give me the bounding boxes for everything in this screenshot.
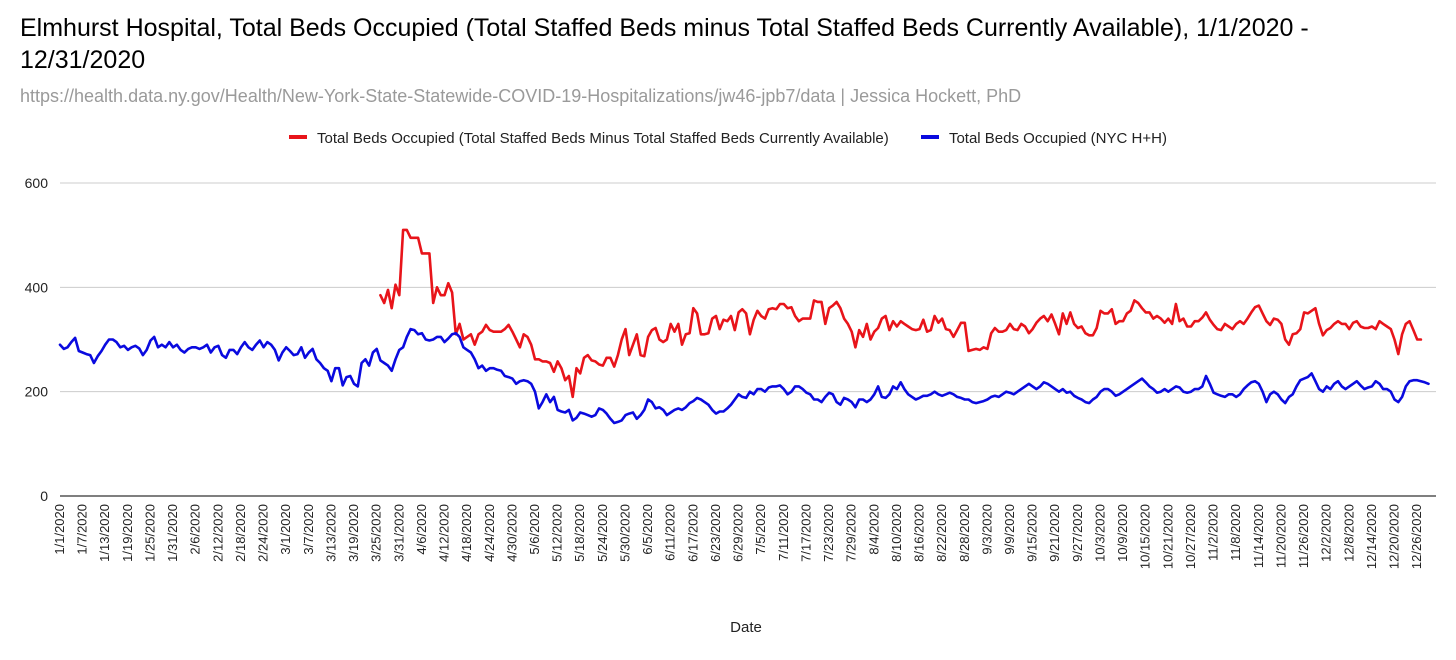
x-tick-label: 2/12/2020 bbox=[210, 504, 225, 562]
x-tick-label: 4/18/2020 bbox=[459, 504, 474, 562]
x-tick-label: 6/23/2020 bbox=[708, 504, 723, 562]
x-tick-label: 9/21/2020 bbox=[1047, 504, 1062, 562]
x-tick-label: 11/2/2020 bbox=[1206, 504, 1221, 561]
x-tick-label: 3/25/2020 bbox=[369, 504, 384, 562]
x-tick-label: 11/14/2020 bbox=[1251, 504, 1266, 568]
x-tick-label: 8/16/2020 bbox=[912, 504, 927, 562]
x-tick-label: 11/20/2020 bbox=[1273, 504, 1288, 568]
x-tick-label: 1/31/2020 bbox=[165, 504, 180, 562]
x-axis-ticks: 1/1/2020 1/7/2020 1/13/2020 1/19/2020 1/25/2… bbox=[52, 504, 1424, 569]
chart-title: Elmhurst Hospital, Total Beds Occupied (… bbox=[20, 14, 1309, 74]
x-tick-label: 2/24/2020 bbox=[256, 504, 271, 562]
x-tick-label: 12/2/2020 bbox=[1319, 504, 1334, 562]
x-tick-label: 3/13/2020 bbox=[323, 504, 338, 562]
x-tick-label: 6/11/2020 bbox=[663, 504, 678, 561]
x-tick-label: 2/6/2020 bbox=[188, 504, 203, 555]
x-tick-label: 1/7/2020 bbox=[75, 504, 90, 555]
x-tick-label: 7/5/2020 bbox=[753, 504, 768, 555]
series-line-total-beds-occupied bbox=[379, 228, 1423, 399]
y-tick-label: 600 bbox=[25, 175, 49, 191]
x-tick-label: 8/4/2020 bbox=[866, 504, 881, 555]
x-tick-label: 7/29/2020 bbox=[844, 504, 859, 562]
chart-subtitle: https://health.data.ny.gov/Health/New-Yo… bbox=[20, 86, 1022, 106]
x-tick-label: 11/26/2020 bbox=[1296, 504, 1311, 568]
x-tick-label: 10/21/2020 bbox=[1160, 504, 1175, 569]
legend-item-red: Total Beds Occupied (Total Staffed Beds … bbox=[289, 130, 889, 147]
x-tick-label: 3/31/2020 bbox=[391, 504, 406, 562]
legend-label-red: Total Beds Occupied (Total Staffed Beds … bbox=[317, 130, 889, 147]
x-tick-label: 1/1/2020 bbox=[52, 504, 67, 555]
x-tick-label: 3/19/2020 bbox=[346, 504, 361, 562]
legend-swatch-blue bbox=[920, 135, 939, 140]
x-tick-label: 9/3/2020 bbox=[979, 504, 994, 555]
x-tick-label: 6/29/2020 bbox=[731, 504, 746, 562]
x-tick-label: 12/8/2020 bbox=[1341, 504, 1356, 562]
y-tick-label: 0 bbox=[40, 488, 48, 504]
x-tick-label: 1/19/2020 bbox=[120, 504, 135, 562]
x-tick-label: 6/5/2020 bbox=[640, 504, 655, 555]
series-lines bbox=[58, 228, 1430, 425]
x-tick-label: 8/22/2020 bbox=[934, 504, 949, 562]
x-tick-label: 4/24/2020 bbox=[482, 504, 497, 562]
x-tick-label: 6/17/2020 bbox=[685, 504, 700, 562]
series-line-nyc-hh bbox=[58, 327, 1430, 425]
x-tick-label: 5/30/2020 bbox=[617, 504, 632, 562]
x-tick-label: 2/18/2020 bbox=[233, 504, 248, 562]
x-tick-label: 5/18/2020 bbox=[572, 504, 587, 562]
x-tick-label: 7/11/2020 bbox=[776, 504, 791, 561]
x-tick-label: 4/12/2020 bbox=[437, 504, 452, 562]
legend-swatch-red bbox=[289, 135, 308, 140]
x-tick-label: 9/9/2020 bbox=[1002, 504, 1017, 555]
x-tick-label: 10/27/2020 bbox=[1183, 504, 1198, 569]
x-tick-label: 8/10/2020 bbox=[889, 504, 904, 562]
x-tick-label: 5/24/2020 bbox=[595, 504, 610, 562]
x-tick-label: 12/26/2020 bbox=[1409, 504, 1424, 569]
x-tick-label: 3/1/2020 bbox=[278, 504, 293, 555]
x-tick-label: 4/6/2020 bbox=[414, 504, 429, 555]
legend-item-blue: Total Beds Occupied (NYC H+H) bbox=[920, 130, 1167, 147]
x-tick-label: 4/30/2020 bbox=[504, 504, 519, 562]
x-tick-label: 3/7/2020 bbox=[301, 504, 316, 555]
legend-label-blue: Total Beds Occupied (NYC H+H) bbox=[948, 130, 1167, 147]
x-tick-label: 1/13/2020 bbox=[97, 504, 112, 562]
x-tick-label: 5/12/2020 bbox=[550, 504, 565, 562]
x-tick-label: 10/15/2020 bbox=[1138, 504, 1153, 569]
x-tick-label: 5/6/2020 bbox=[527, 504, 542, 555]
x-tick-label: 12/20/2020 bbox=[1387, 504, 1402, 569]
x-tick-label: 11/8/2020 bbox=[1228, 504, 1243, 561]
x-axis-label: Date bbox=[730, 619, 762, 636]
legend: Total Beds Occupied (Total Staffed Beds … bbox=[0, 130, 1456, 147]
x-tick-label: 10/3/2020 bbox=[1092, 504, 1107, 562]
y-axis-ticks: 0 200 400 600 bbox=[25, 175, 49, 504]
x-tick-label: 9/15/2020 bbox=[1025, 504, 1040, 562]
x-tick-label: 12/14/2020 bbox=[1364, 504, 1379, 569]
x-tick-label: 9/27/2020 bbox=[1070, 504, 1085, 562]
x-tick-label: 1/25/2020 bbox=[142, 504, 157, 562]
y-tick-label: 200 bbox=[25, 384, 49, 400]
y-tick-label: 400 bbox=[25, 279, 49, 295]
x-tick-label: 7/17/2020 bbox=[798, 504, 813, 562]
x-tick-label: 10/9/2020 bbox=[1115, 504, 1130, 562]
gridlines bbox=[60, 182, 1436, 497]
x-tick-label: 8/28/2020 bbox=[957, 504, 972, 562]
x-tick-label: 7/23/2020 bbox=[821, 504, 836, 562]
